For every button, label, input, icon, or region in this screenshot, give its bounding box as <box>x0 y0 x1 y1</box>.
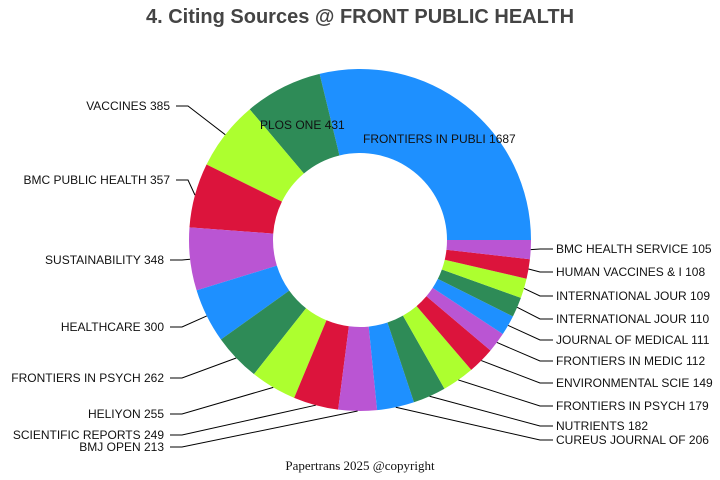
donut-slice <box>294 320 349 410</box>
slice-label: INTERNATIONAL JOUR 109 <box>556 289 710 303</box>
donut-slice <box>446 240 531 260</box>
slice-label: BMC PUBLIC HEALTH 357 <box>24 173 171 187</box>
slice-label: BMC HEALTH SERVICE 105 <box>556 242 712 256</box>
leader-line <box>496 342 553 362</box>
slice-label: SCIENTIFIC REPORTS 249 <box>13 428 164 442</box>
slice-label: NUTRIENTS 182 <box>556 419 648 433</box>
chart-title: 4. Citing Sources @ FRONT PUBLIC HEALTH <box>145 6 575 28</box>
leader-line <box>170 404 316 436</box>
slice-label: ENVIRONMENTAL SCIE 149 <box>556 376 713 390</box>
slice-labels: FRONTIERS IN PUBLI 1687 PLOS ONE 431 VACCI… <box>11 99 713 454</box>
leader-line <box>176 105 226 136</box>
leader-line <box>395 406 553 441</box>
slice-label: VACCINES 385 <box>86 99 170 113</box>
donut-slice <box>189 164 282 234</box>
donut-slice <box>432 278 513 335</box>
donut-slice <box>387 315 445 403</box>
donut-slice <box>196 265 290 340</box>
slice-label: FRONTIERS IN PSYCH 262 <box>11 371 164 385</box>
leader-line <box>429 395 553 427</box>
donut-slice <box>426 287 503 351</box>
slice-label: FRONTIERS IN MEDIC 112 <box>556 354 705 368</box>
leader-line <box>170 315 207 328</box>
slice-label: HEALTHCARE 300 <box>61 320 164 334</box>
donut-slice <box>402 306 472 389</box>
leader-line <box>507 324 553 341</box>
slice-label: FRONTIERS IN PSYCH 179 <box>556 399 709 413</box>
slice-label: HELIYON 255 <box>88 407 164 421</box>
donut-slice <box>319 69 531 240</box>
slice-label: BMJ OPEN 213 <box>79 440 164 454</box>
donut-slice <box>441 259 527 298</box>
slice-label: SUSTAINABILITY 348 <box>45 253 164 267</box>
donut-slices <box>189 69 531 411</box>
leader-line <box>170 258 191 261</box>
donut-slice <box>220 290 307 375</box>
leader-line <box>170 357 237 379</box>
slice-label: INTERNATIONAL JOUR 110 <box>556 312 709 326</box>
leader-line <box>516 306 553 320</box>
donut-slice <box>249 73 340 174</box>
slice-label: JOURNAL OF MEDICAL 111 <box>556 333 710 347</box>
leader-line <box>170 410 358 448</box>
slice-label: HUMAN VACCINES & I 108 <box>556 265 705 279</box>
donut-slice <box>206 109 304 202</box>
leader-line <box>528 268 553 273</box>
slice-label: CUREUS JOURNAL OF 206 <box>556 433 709 447</box>
donut-slice <box>437 269 521 317</box>
donut-slice <box>253 308 327 398</box>
donut-slice <box>189 227 277 291</box>
donut-slice <box>368 322 414 411</box>
donut-slice <box>416 296 491 370</box>
leader-line <box>458 379 553 407</box>
donut-slice <box>338 326 378 411</box>
leader-lines <box>170 105 553 448</box>
leader-line <box>523 287 553 297</box>
donut-slice <box>444 249 530 279</box>
leader-line <box>481 360 553 384</box>
leader-line <box>170 386 274 415</box>
slice-label: FRONTIERS IN PUBLI 1687 <box>363 132 516 146</box>
slice-label: PLOS ONE 431 <box>260 118 345 132</box>
copyright-footer: Papertrans 2025 @copyright <box>285 458 435 473</box>
leader-line <box>530 248 553 251</box>
leader-line <box>176 179 196 196</box>
